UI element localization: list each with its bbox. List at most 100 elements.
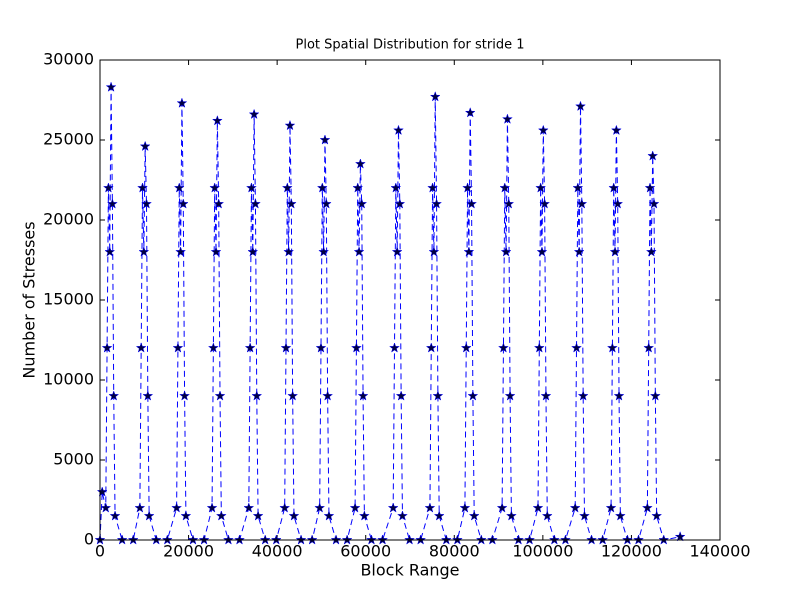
star-marker: [614, 510, 626, 521]
star-marker: [215, 510, 227, 521]
star-marker: [101, 342, 113, 353]
star-marker: [252, 510, 264, 521]
star-marker: [177, 198, 189, 209]
star-marker: [323, 510, 335, 521]
star-marker: [105, 81, 117, 92]
star-marker: [613, 390, 625, 401]
star-marker: [387, 502, 399, 513]
star-marker: [541, 510, 553, 521]
star-marker: [320, 198, 332, 209]
star-marker: [284, 119, 296, 131]
star-marker: [285, 198, 297, 209]
star-marker: [108, 390, 120, 401]
star-marker: [462, 182, 474, 193]
star-marker: [138, 246, 150, 257]
y-axis-label: Number of Stresses: [20, 221, 39, 378]
star-marker: [350, 342, 362, 353]
star-marker: [539, 198, 551, 209]
star-marker: [501, 113, 513, 124]
star-marker: [322, 390, 334, 401]
star-marker: [535, 182, 547, 193]
star-marker: [213, 198, 225, 209]
star-marker: [651, 510, 663, 521]
star-marker: [247, 246, 259, 257]
star-marker: [357, 390, 369, 401]
star-marker: [176, 97, 188, 108]
star-marker: [649, 390, 661, 401]
star-marker: [575, 100, 586, 112]
star-marker: [248, 108, 260, 120]
star-marker: [391, 246, 403, 257]
star-marker: [353, 246, 365, 257]
star-marker: [576, 198, 588, 209]
star-marker: [645, 246, 657, 257]
star-marker: [579, 510, 590, 521]
star-marker: [573, 246, 585, 257]
star-marker: [352, 182, 364, 193]
star-marker: [606, 342, 618, 353]
star-marker: [283, 246, 295, 257]
x-axis-label: Block Range: [360, 561, 459, 580]
star-marker: [104, 246, 116, 257]
star-marker: [431, 198, 443, 209]
star-marker: [358, 510, 370, 521]
star-marker: [180, 510, 192, 521]
y-tick-label: 10000: [43, 370, 94, 389]
star-marker: [533, 342, 545, 353]
star-marker: [389, 342, 400, 353]
star-marker: [288, 510, 300, 521]
star-marker: [540, 390, 552, 401]
star-marker: [432, 390, 444, 401]
star-marker: [244, 342, 256, 353]
star-marker: [577, 390, 589, 401]
star-marker: [532, 502, 544, 513]
star-marker: [537, 124, 549, 136]
star-marker: [428, 246, 440, 257]
star-marker: [102, 182, 114, 193]
star-marker: [393, 124, 404, 136]
star-marker: [139, 140, 151, 152]
star-marker: [142, 390, 154, 401]
star-marker: [396, 510, 408, 521]
star-marker: [315, 342, 327, 353]
star-marker: [206, 502, 218, 513]
star-marker: [503, 198, 515, 209]
x-tick-label: 0: [95, 542, 105, 561]
star-marker: [143, 510, 155, 521]
star-marker: [211, 115, 223, 126]
star-marker: [505, 510, 517, 521]
star-marker: [141, 198, 152, 209]
star-marker: [500, 246, 512, 257]
star-marker: [499, 182, 511, 193]
star-marker: [641, 502, 653, 513]
star-marker: [644, 182, 656, 193]
star-marker: [287, 390, 299, 401]
star-marker: [316, 182, 328, 193]
star-marker: [280, 342, 292, 353]
star-marker: [612, 198, 624, 209]
star-marker: [433, 510, 445, 521]
x-tick-label: 40000: [252, 542, 303, 561]
y-tick-label: 0: [84, 530, 94, 549]
star-marker: [459, 502, 471, 513]
star-marker: [460, 342, 472, 353]
star-marker: [207, 342, 219, 353]
star-marker: [674, 531, 686, 542]
star-marker: [179, 390, 191, 401]
star-marker: [466, 198, 478, 209]
star-marker: [608, 182, 620, 193]
star-marker: [390, 182, 402, 193]
star-marker: [210, 246, 222, 257]
star-marker: [245, 182, 257, 193]
star-marker: [356, 198, 368, 209]
x-tick-label: 100000: [512, 542, 573, 561]
star-marker: [171, 502, 183, 513]
star-marker: [504, 390, 516, 401]
chart-title: Plot Spatial Distribution for stride 1: [296, 38, 525, 53]
star-marker: [610, 124, 622, 136]
star-marker: [572, 182, 584, 193]
star-marker: [571, 342, 582, 353]
star-marker: [427, 182, 439, 193]
